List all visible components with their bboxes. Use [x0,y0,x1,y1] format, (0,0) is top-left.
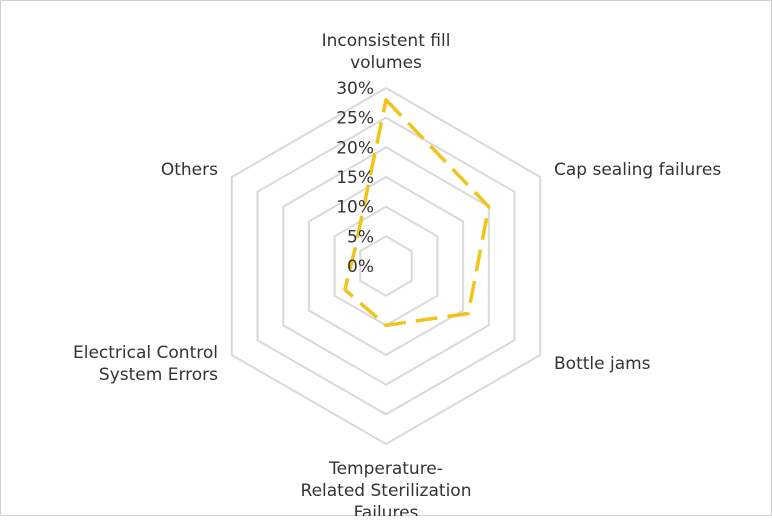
category-label: Temperature-Related Sterilization Failure… [301,459,472,516]
chart-frame: 0% 5% 10% 15% 20% 25% 30% Inconsistent fill vol… [0,0,772,516]
grid-ring [282,146,490,386]
category-label-line: Related Sterilization [301,481,472,501]
category-label-line: Temperature- [328,459,443,479]
grid-ring [256,116,516,416]
category-label-line: Cap sealing failures [554,160,721,180]
category-label: Cap sealing failures [554,160,721,180]
r-tick-label: 30% [336,79,374,99]
category-label-line: Bottle jams [554,354,651,374]
category-label: Others [161,160,218,180]
r-tick-label: 15% [336,168,374,188]
r-tick-label: 5% [347,227,374,247]
r-tick-label: 0% [347,257,374,277]
series-layer [343,98,491,328]
r-tick-label: 20% [336,138,374,158]
grid-ring [359,235,413,297]
grid-ring [230,86,542,446]
label-layer: Inconsistent fill volumes Cap sealing fail… [73,31,721,516]
category-label-line: volumes [350,53,422,73]
category-label-line: Others [161,160,218,180]
grid-ring [307,175,465,357]
category-label-line: Failures [354,503,419,516]
grid-layer [230,86,542,446]
r-tick-label: 10% [336,198,374,218]
category-label-line: System Errors [99,365,218,385]
category-label: Bottle jams [554,354,651,374]
r-tick-label: 25% [336,109,374,129]
category-label-line: Electrical Control [73,343,218,363]
category-label: Electrical Control System Errors [73,343,218,385]
radar-chart: 0% 5% 10% 15% 20% 25% 30% Inconsistent fill vol… [73,31,721,516]
category-label: Inconsistent fill volumes [322,31,451,73]
tick-layer: 0% 5% 10% 15% 20% 25% 30% [336,79,374,277]
category-label-line: Inconsistent fill [322,31,451,51]
